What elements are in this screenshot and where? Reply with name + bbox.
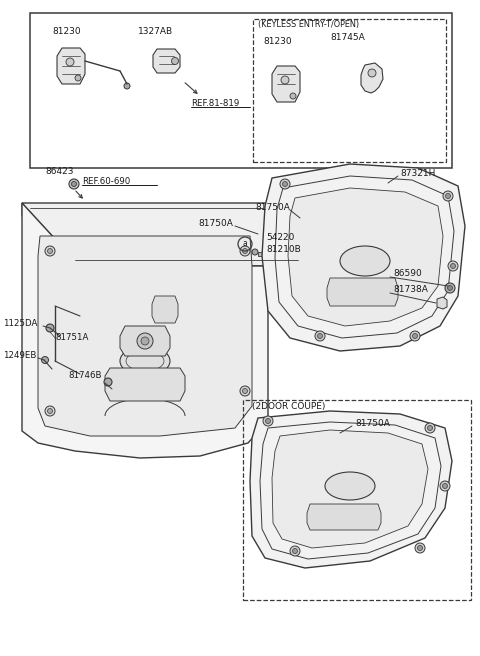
Circle shape [280,179,290,189]
Circle shape [445,283,455,293]
Circle shape [252,249,258,255]
Circle shape [415,543,425,553]
Text: 81750A: 81750A [355,419,390,428]
Polygon shape [307,504,381,530]
Circle shape [290,546,300,556]
Polygon shape [327,278,398,306]
Polygon shape [361,63,383,93]
Polygon shape [153,49,180,73]
Circle shape [48,249,52,253]
Circle shape [440,481,450,491]
Text: (KEYLESS ENTRY-T/OPEN): (KEYLESS ENTRY-T/OPEN) [258,20,359,30]
Text: 1249EB: 1249EB [3,352,36,361]
Text: 81230: 81230 [52,26,81,35]
Circle shape [242,388,248,394]
Polygon shape [105,368,185,401]
Circle shape [137,333,153,349]
Text: 86423: 86423 [45,167,73,176]
Circle shape [141,337,149,345]
Bar [30,13,452,168]
Text: 81750A: 81750A [255,203,290,213]
Text: 86590: 86590 [393,270,422,279]
Ellipse shape [120,346,170,376]
Polygon shape [288,188,443,326]
Text: 81746B: 81746B [68,371,101,380]
Text: 54220: 54220 [266,234,294,243]
Polygon shape [250,411,452,568]
Circle shape [425,423,435,433]
Circle shape [448,261,458,271]
Polygon shape [262,164,465,351]
Circle shape [368,69,376,77]
Circle shape [418,546,422,550]
Circle shape [281,76,289,84]
Text: 81738A: 81738A [393,285,428,295]
Polygon shape [272,66,300,102]
Circle shape [69,179,79,189]
Circle shape [447,285,453,291]
Polygon shape [22,203,305,266]
Text: 1125DA: 1125DA [3,319,37,327]
Text: (2DOOR COUPE): (2DOOR COUPE) [252,401,325,411]
Circle shape [66,58,74,66]
Text: 81210B: 81210B [266,245,301,253]
Circle shape [45,406,55,416]
Ellipse shape [340,246,390,276]
Circle shape [240,246,250,256]
Polygon shape [22,203,268,458]
Polygon shape [152,296,178,323]
Circle shape [292,548,298,554]
Circle shape [283,182,288,186]
Circle shape [72,182,76,186]
Ellipse shape [325,472,375,500]
Circle shape [171,58,179,64]
Text: REF.60-690: REF.60-690 [82,176,130,186]
Text: 81230: 81230 [263,37,292,47]
Text: a: a [242,239,247,249]
Bar [243,400,471,600]
Circle shape [290,93,296,99]
Text: REF.81-819: REF.81-819 [191,98,239,108]
Text: 81750A: 81750A [198,220,233,228]
Circle shape [315,331,325,341]
Circle shape [412,333,418,338]
Circle shape [104,378,112,386]
Circle shape [428,426,432,430]
Text: 81751A: 81751A [55,333,88,342]
Circle shape [75,75,81,81]
Bar [253,19,446,162]
Circle shape [263,416,273,426]
Bar [258,252,266,256]
Circle shape [240,386,250,396]
Text: 81745A: 81745A [330,33,365,41]
Circle shape [443,483,447,489]
Circle shape [317,333,323,338]
Circle shape [46,324,54,332]
Circle shape [443,191,453,201]
Circle shape [124,83,130,89]
Circle shape [265,419,271,424]
Polygon shape [57,48,85,84]
Polygon shape [437,297,447,309]
Circle shape [41,356,48,363]
Circle shape [451,264,456,268]
Circle shape [410,331,420,341]
Polygon shape [38,236,252,436]
Circle shape [445,194,451,199]
Polygon shape [272,430,428,548]
Circle shape [242,249,248,253]
Polygon shape [22,203,68,266]
Circle shape [45,246,55,256]
Text: 87321H: 87321H [400,169,435,178]
Polygon shape [120,326,170,356]
Text: 1327AB: 1327AB [138,26,173,35]
Circle shape [48,409,52,413]
